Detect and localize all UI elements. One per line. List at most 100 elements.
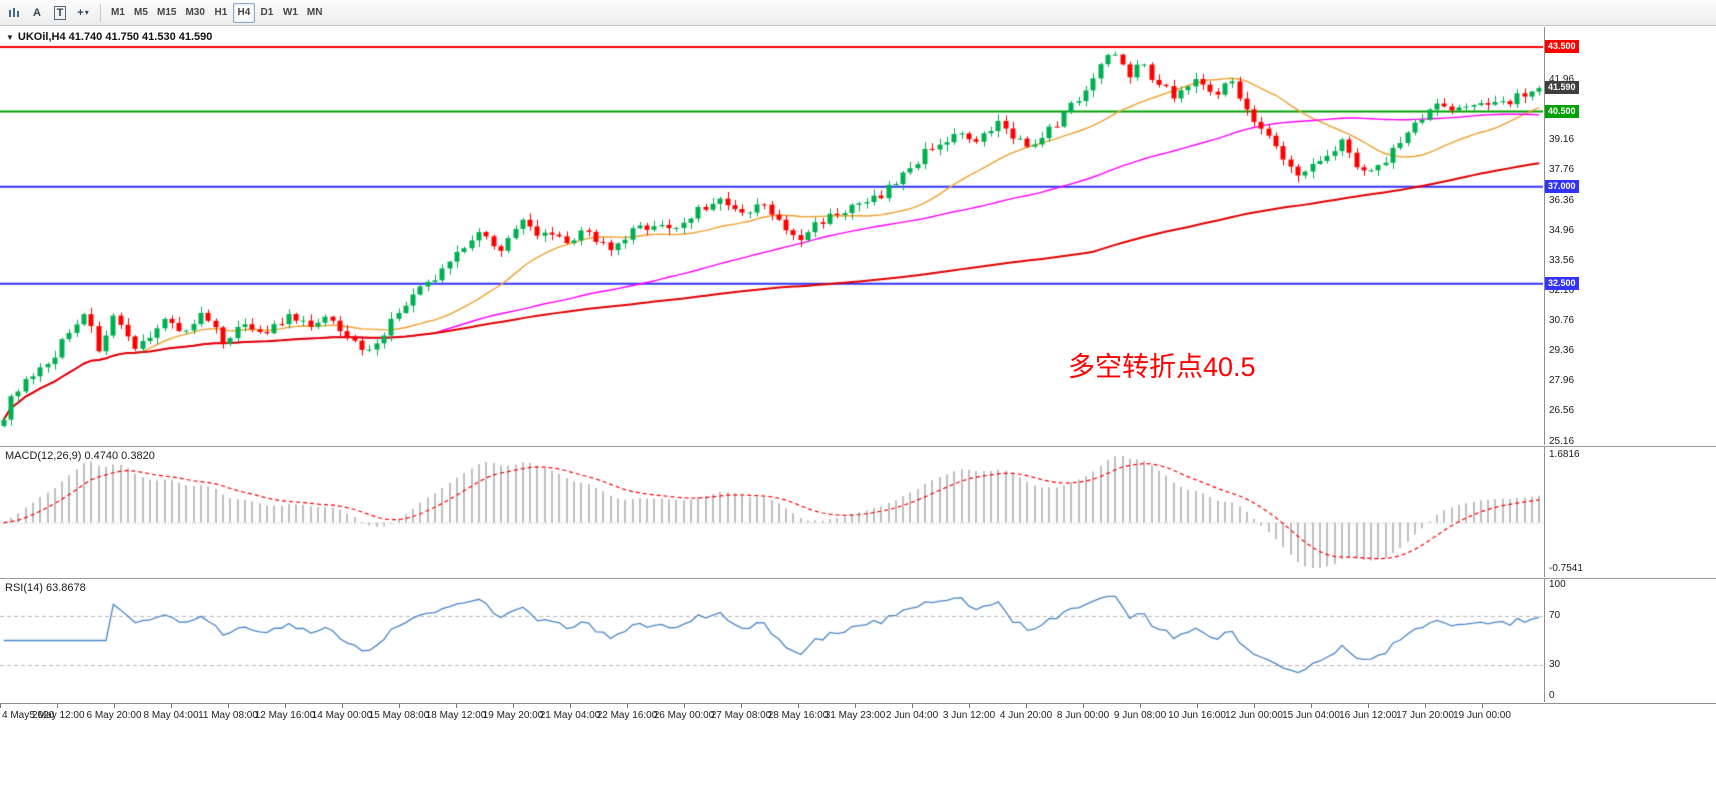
time-tick	[1368, 704, 1369, 708]
time-label: 3 Jun 12:00	[942, 710, 996, 721]
time-tick	[798, 704, 799, 708]
toolbar: A T + ▾ M1 M5 M15 M30 H1 H4 D1 W1 MN	[0, 0, 1716, 26]
axis-tick: 29.36	[1549, 345, 1575, 357]
axis-tick: 30.76	[1549, 315, 1575, 327]
time-tick	[228, 704, 229, 708]
time-label: 27 May 08:00	[710, 710, 772, 721]
timeframe-m1-button[interactable]: M1	[111, 7, 125, 18]
time-label: 12 Jun 00:00	[1225, 710, 1283, 721]
axis-tick: 100	[1549, 579, 1566, 590]
chart-type-icon[interactable]	[3, 3, 25, 23]
time-label: 11 May 08:00	[198, 710, 258, 721]
axis-tick: -0.7541	[1549, 563, 1583, 574]
time-tick	[1254, 704, 1255, 708]
bar-chart-icon	[9, 7, 19, 17]
macd-axis[interactable]: 1.6816 -0.7541	[1544, 447, 1716, 577]
panel-separator[interactable]	[0, 446, 1716, 447]
time-tick	[1026, 704, 1027, 708]
timeframe-m15-button[interactable]: M15	[157, 7, 177, 18]
time-tick	[1311, 704, 1312, 708]
time-label: 8 Jun 00:00	[1056, 710, 1110, 721]
time-tick	[513, 704, 514, 708]
time-label: 9 Jun 08:00	[1113, 710, 1167, 721]
symbol-ohlc-text: UKOil,H4 41.740 41.750 41.530 41.590	[17, 31, 213, 43]
timeframe-m30-button[interactable]: M30	[185, 7, 205, 18]
axis-tick: 25.16	[1549, 435, 1575, 447]
panel-separator[interactable]	[0, 578, 1716, 579]
time-label: 17 Jun 20:00	[1396, 710, 1454, 721]
time-label: 14 May 00:00	[311, 710, 373, 721]
time-label: 5 May 12:00	[29, 710, 85, 721]
objects-arrow-icon[interactable]: ▼	[6, 32, 14, 42]
timeframe-mn-button[interactable]: MN	[306, 7, 323, 18]
time-label: 28 May 16:00	[767, 710, 829, 721]
axis-tick: 1.6816	[1549, 449, 1580, 460]
timeframe-d1-button[interactable]: D1	[260, 7, 274, 18]
rsi-label: RSI(14) 63.8678	[5, 582, 86, 594]
time-tick	[969, 704, 970, 708]
rsi-indicator-name: RSI(14)	[5, 582, 43, 594]
time-tick	[1140, 704, 1141, 708]
timeframe-h1-button[interactable]: H1	[214, 7, 228, 18]
time-label: 19 May 20:00	[482, 710, 544, 721]
rsi-axis[interactable]: 100 70 30 0	[1544, 579, 1716, 702]
time-tick	[114, 704, 115, 708]
axis-tick: 26.56	[1549, 405, 1575, 417]
price-badge: 41.590	[1545, 81, 1579, 95]
axis-tick: 27.96	[1549, 375, 1575, 387]
time-tick	[1482, 704, 1483, 708]
chart-title: ▼ UKOil,H4 41.740 41.750 41.530 41.590	[6, 31, 212, 43]
main-chart-canvas[interactable]	[0, 27, 1543, 445]
time-label: 22 May 16:00	[596, 710, 658, 721]
macd-indicator-name: MACD(12,26,9)	[5, 450, 82, 462]
time-label: 10 Jun 16:00	[1168, 710, 1226, 721]
time-tick	[912, 704, 913, 708]
timeframe-h4-button[interactable]: H4	[232, 2, 255, 23]
time-label: 19 Jun 00:00	[1453, 710, 1511, 721]
time-tick	[399, 704, 400, 708]
rsi-canvas[interactable]	[0, 579, 1543, 702]
text-label-tool-button[interactable]: A	[26, 3, 48, 23]
rsi-panel[interactable]: RSI(14) 63.8678	[0, 579, 1543, 702]
crosshair-icon: +	[77, 6, 84, 19]
time-label: 18 May 12:00	[425, 710, 487, 721]
time-tick	[1425, 704, 1426, 708]
main-chart-panel[interactable]: ▼ UKOil,H4 41.740 41.750 41.530 41.590 多…	[0, 27, 1543, 445]
time-tick	[171, 704, 172, 708]
time-label: 8 May 04:00	[143, 710, 199, 721]
axis-tick: 30	[1549, 659, 1561, 671]
axis-tick: 70	[1549, 609, 1561, 621]
macd-panel[interactable]: MACD(12,26,9) 0.4740 0.3820	[0, 447, 1543, 577]
time-tick	[0, 704, 1, 708]
time-tick	[741, 704, 742, 708]
time-tick	[456, 704, 457, 708]
time-label: 4 May 2020	[2, 710, 55, 721]
time-label: 21 May 04:00	[539, 710, 601, 721]
draw-tool-button[interactable]: + ▾	[72, 3, 94, 23]
time-tick	[285, 704, 286, 708]
time-axis[interactable]: 4 May 2020 5 May 12:00 6 May 20:00 8 May 04…	[0, 703, 1716, 730]
time-tick	[570, 704, 571, 708]
price-badge: 37.000	[1545, 179, 1579, 193]
axis-tick: 36.36	[1549, 194, 1575, 206]
macd-canvas[interactable]	[0, 447, 1543, 577]
axis-tick: 34.96	[1549, 224, 1575, 236]
chevron-down-icon: ▾	[84, 8, 89, 17]
timeframe-w1-button[interactable]: W1	[282, 7, 298, 18]
text-box-icon: T	[53, 5, 67, 20]
time-label: 26 May 00:00	[653, 710, 715, 721]
timeframe-m5-button[interactable]: M5	[134, 7, 148, 18]
price-axis[interactable]: 41.96 39.16 37.76 36.36 34.96 33.56 32.16 30.76…	[1544, 27, 1716, 447]
rsi-value: 63.8678	[45, 582, 86, 594]
time-label: 16 Jun 12:00	[1339, 710, 1397, 721]
time-label: 15 May 08:00	[368, 710, 430, 721]
axis-tick: 33.56	[1549, 254, 1575, 266]
time-label: 12 May 16:00	[254, 710, 316, 721]
time-label: 2 Jun 04:00	[885, 710, 939, 721]
time-tick	[855, 704, 856, 708]
time-tick	[1197, 704, 1198, 708]
time-label: 31 May 23:00	[824, 710, 886, 721]
price-badge: 32.500	[1545, 276, 1579, 290]
time-label: 15 Jun 04:00	[1282, 710, 1340, 721]
text-box-tool-button[interactable]: T	[49, 3, 71, 23]
